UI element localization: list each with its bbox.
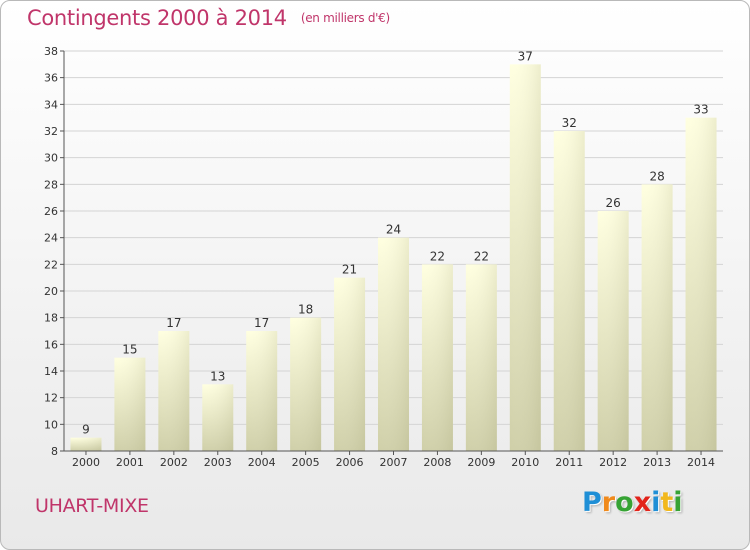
data-label: 22 [474,249,489,263]
data-label: 33 [693,103,708,117]
bars [70,64,717,452]
y-tick-label: 24 [44,232,58,245]
commune-name: UHART-MIXE [35,495,149,517]
bar-shade [465,264,497,451]
y-tick-label: 16 [44,338,58,351]
data-label: 22 [430,249,445,263]
y-tick-label: 14 [44,365,58,378]
logo-letter: i [651,487,661,518]
logo-letter: P [582,487,602,518]
bar-shade [202,384,234,451]
title-text: Contingents 2000 à 2014 [27,6,287,30]
data-label: 17 [254,316,269,330]
data-label: 9 [82,423,90,437]
bar-shade [70,437,102,451]
data-label: 32 [562,116,577,130]
x-tick-label: 2014 [687,456,715,469]
y-tick-label: 18 [44,312,58,325]
axes [60,50,723,455]
x-tick-label: 2004 [248,456,276,469]
logo-letter: x [633,487,652,518]
data-label: 21 [342,263,357,277]
x-tick-label: 2002 [160,456,188,469]
bar-shade [421,264,453,451]
chart-subtitle: (en milliers d'€) [300,11,390,25]
logo-letter: i [673,487,683,518]
x-tick-label: 2007 [380,456,408,469]
x-tick-label: 2005 [292,456,320,469]
y-tick-label: 28 [44,178,58,191]
y-tick-label: 32 [44,125,58,138]
bar-shade [685,117,717,452]
bar-shade [641,184,673,452]
bar-shade [246,331,278,451]
y-tick-label: 38 [44,45,58,58]
labels: 8 10 12 14 16 18 20 22 24 26 28 30 32 34 36 38 9 2000 15 20… [44,45,715,469]
chart-title: Contingents 2000 à 2014 (en milliers d'€) [27,6,390,30]
x-tick-label: 2008 [423,456,451,469]
bar-shade [597,211,629,451]
data-label: 28 [649,169,664,183]
data-label: 15 [122,343,137,357]
logo-letter: t [660,487,674,518]
y-tick-label: 36 [44,72,58,85]
y-tick-label: 12 [44,392,58,405]
data-label: 17 [166,316,181,330]
data-label: 13 [210,369,225,383]
x-tick-label: 2006 [336,456,364,469]
bar-shade [509,64,541,452]
data-label: 37 [518,49,533,63]
data-label: 18 [298,303,313,317]
bar-shade [334,277,366,451]
y-tick-label: 30 [44,152,58,165]
data-label: 26 [606,196,621,210]
y-tick-label: 22 [44,258,58,271]
x-tick-label: 2003 [204,456,232,469]
x-tick-label: 2010 [511,456,539,469]
x-tick-label: 2001 [116,456,144,469]
bar-shade [158,331,190,451]
logo-letter: o [615,487,634,518]
y-tick-label: 8 [51,445,58,458]
x-tick-label: 2000 [72,456,100,469]
bar-shade [290,317,322,451]
y-tick-label: 26 [44,205,58,218]
logo-letter: r [601,487,616,518]
bar-shade [378,237,409,451]
x-tick-label: 2012 [599,456,627,469]
x-tick-label: 2013 [643,456,671,469]
x-tick-label: 2011 [555,456,583,469]
bar-shade [553,131,585,451]
bar-shade [114,357,146,451]
x-tick-label: 2009 [467,456,495,469]
y-tick-label: 10 [44,418,58,431]
y-tick-label: 20 [44,285,58,298]
proxiti-logo: Proxiti [582,487,683,518]
y-tick-label: 34 [44,98,58,111]
data-label: 24 [386,223,401,237]
